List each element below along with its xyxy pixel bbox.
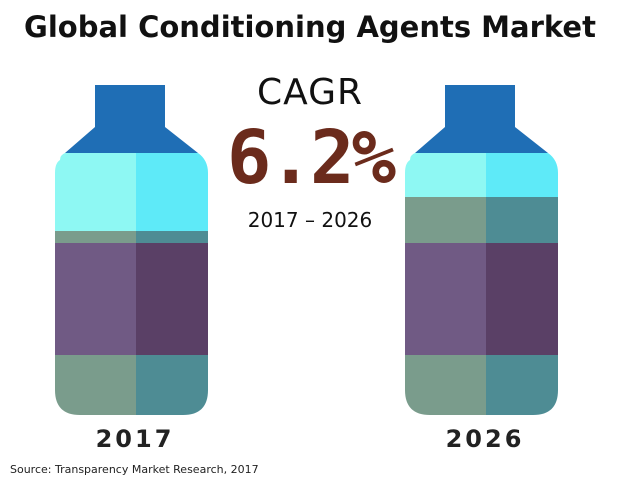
bottle-2026-band-left bbox=[405, 197, 486, 243]
cagr-label: CAGR bbox=[256, 72, 364, 113]
bottle-2017 bbox=[55, 85, 208, 415]
bottle-2017-cap bbox=[55, 85, 208, 153]
bottle-2017-teal-left bbox=[55, 153, 136, 231]
cagr-value: 6.2% bbox=[226, 115, 396, 201]
bottle-2017-purple-right bbox=[136, 243, 208, 355]
category-label-2017: 2017 bbox=[95, 425, 175, 453]
bottle-2017-base-right bbox=[136, 355, 208, 415]
category-label-2026: 2026 bbox=[445, 425, 525, 453]
bottle-2017-band-left bbox=[55, 231, 136, 243]
bottle-2026-purple-right bbox=[486, 243, 558, 355]
bottle-2026-base-right bbox=[486, 355, 558, 415]
bottle-2026-teal-left bbox=[405, 153, 486, 197]
bottle-2026-purple-left bbox=[405, 243, 486, 355]
bottle-2026-band-right bbox=[486, 197, 558, 243]
bottle-2026-base-left bbox=[405, 355, 486, 415]
bottle-2017-purple-left bbox=[55, 243, 136, 355]
chart-title: Global Conditioning Agents Market bbox=[24, 10, 596, 44]
bottle-2017-teal-right bbox=[136, 153, 208, 231]
source-note: Source: Transparency Market Research, 20… bbox=[10, 463, 259, 476]
bottle-2026 bbox=[405, 85, 558, 415]
bottle-2026-cap bbox=[405, 85, 558, 153]
bottle-2017-band-right bbox=[136, 231, 208, 243]
bottle-2017-base-left bbox=[55, 355, 136, 415]
cagr-period: 2017 – 2026 bbox=[247, 208, 373, 232]
bottle-2026-teal-right bbox=[486, 153, 558, 197]
